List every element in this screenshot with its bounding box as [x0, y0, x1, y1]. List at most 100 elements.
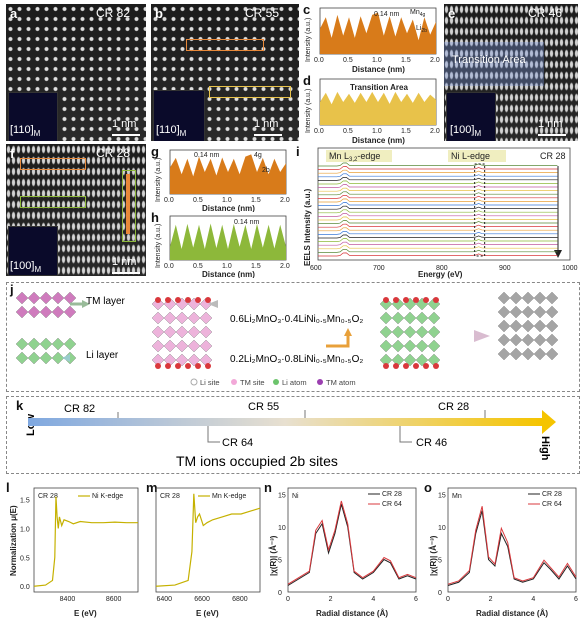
svg-text:Li site: Li site — [200, 378, 220, 387]
li-layer-arrowhead — [62, 354, 70, 362]
d-xtick: 0.0 — [314, 128, 324, 135]
k-label-cr82: CR 82 — [64, 403, 95, 415]
xlabel-c: Distance (nm) — [352, 65, 405, 74]
li-octahedra-left — [39, 337, 53, 351]
element-n: Ni — [292, 493, 299, 500]
structure-right — [521, 333, 535, 347]
eels-spectrum — [318, 245, 558, 250]
annot-g-4g: 4g — [254, 152, 262, 159]
d-xtick: 1.0 — [372, 128, 382, 135]
chart-l: Normalization μ(E) CR 28 Ni K-edge 8400 8… — [9, 487, 139, 618]
structure-center-1 — [175, 339, 189, 353]
panel-letter-b: b — [155, 6, 163, 21]
o-xtick: 0 — [446, 596, 450, 603]
structure-right — [497, 347, 511, 361]
legend-l: Ni K-edge — [92, 493, 123, 500]
panel-letter-f: f — [10, 146, 15, 161]
n-xtick: 6 — [414, 596, 418, 603]
l-ytick: 1.5 — [20, 498, 30, 505]
panel-letter-k: k — [16, 398, 24, 413]
g-area-series — [170, 154, 286, 194]
eels-spectrum — [318, 238, 558, 242]
xlabel-m: E (eV) — [196, 609, 219, 618]
scale-bar-a — [112, 134, 140, 136]
eels-spectrum — [318, 180, 558, 185]
eels-spectrum — [318, 198, 558, 203]
eels-spectrum — [318, 176, 558, 181]
k-title: TM ions occupied 2b sites — [176, 453, 338, 469]
h-xtick: 1.0 — [222, 263, 232, 270]
eels-spectrum — [318, 248, 558, 253]
i-xtick: 800 — [436, 265, 448, 272]
eels-spectrum — [318, 169, 558, 174]
oxygen-atom — [205, 297, 211, 303]
highlight-box-f2 — [20, 196, 86, 208]
eels-spectrum — [318, 184, 558, 188]
l-line-series — [33, 496, 138, 587]
scale-bar-e — [538, 134, 566, 136]
m-xtick: 6600 — [194, 596, 210, 603]
structure-center-1 — [163, 339, 177, 353]
structure-right — [521, 319, 535, 333]
l-ytick: 1.0 — [20, 526, 30, 533]
gradient-arrowhead — [542, 410, 556, 434]
formula-2: 0.2Li₂MnO₃·0.8LiNi₀.₅Mn₀.₅O₂ — [230, 354, 363, 365]
svg-text:TM site: TM site — [240, 378, 265, 387]
o-xtick: 4 — [531, 596, 535, 603]
li-layer-label: Li layer — [86, 350, 119, 361]
li-octahedra-left — [15, 337, 29, 351]
eels-spectrum — [318, 220, 558, 224]
ylabel-i: EELS Intensity (a.u.) — [303, 188, 312, 266]
highlight-box-f4 — [126, 174, 130, 234]
structure-center-2 — [391, 339, 405, 353]
structure-center-1 — [187, 311, 201, 325]
k-label-cr64: CR 64 — [222, 437, 253, 449]
oxygen-atom — [195, 363, 201, 369]
cr-label-a: CR 82 — [96, 6, 131, 20]
tm-octahedra-left — [27, 291, 41, 305]
g-xtick: 0.0 — [164, 197, 174, 204]
structure-center-2 — [403, 339, 417, 353]
annot-g-2b: 2b — [262, 167, 270, 174]
oxygen-atom — [403, 363, 409, 369]
stem-image-f — [6, 144, 146, 276]
highlight-box-f3 — [122, 170, 136, 242]
structure-center-2 — [415, 325, 429, 339]
stem-image-b — [151, 4, 299, 141]
ni-edge-label: Ni L-edge — [451, 151, 490, 161]
transform-arrowhead — [344, 328, 352, 336]
ni-edge-box — [474, 163, 486, 257]
gradient-bar — [28, 418, 542, 426]
o-xtick: 2 — [489, 596, 493, 603]
highlight-box-b2 — [209, 86, 291, 98]
structure-right — [509, 333, 523, 347]
eels-spectrum — [318, 187, 558, 192]
g-xtick: 2.0 — [280, 197, 290, 204]
scale-label-f: 1 nm — [112, 256, 137, 268]
annot-c-spacing: 0.14 nm — [374, 11, 399, 18]
stem-image-a — [6, 4, 146, 141]
oxygen-atom — [383, 297, 389, 303]
structure-center-1 — [175, 311, 189, 325]
structure-right — [533, 333, 547, 347]
structure-center-2 — [379, 311, 393, 325]
c-xtick: 1.0 — [372, 57, 382, 64]
oxygen-atom — [205, 363, 211, 369]
zone-axis-f: [100]M — [10, 260, 42, 275]
tm-octahedra-left — [15, 291, 29, 305]
structure-center-1 — [187, 339, 201, 353]
structure-center-2 — [391, 325, 405, 339]
oxygen-atom — [413, 297, 419, 303]
element-o: Mn — [452, 493, 462, 500]
left-arrowhead — [208, 300, 218, 308]
structure-right — [545, 347, 559, 361]
eels-spectrum — [318, 162, 558, 167]
cr-label-e: CR 46 — [528, 6, 563, 20]
structure-center-2 — [415, 311, 429, 325]
h-xtick: 0.0 — [164, 263, 174, 270]
ylabel-o: |χ(R)| (Å⁻³) — [429, 535, 438, 576]
n-ytick: 5 — [278, 558, 282, 565]
zone-axis-a: [110]M — [10, 124, 41, 139]
ni-edge-badge — [448, 150, 506, 162]
